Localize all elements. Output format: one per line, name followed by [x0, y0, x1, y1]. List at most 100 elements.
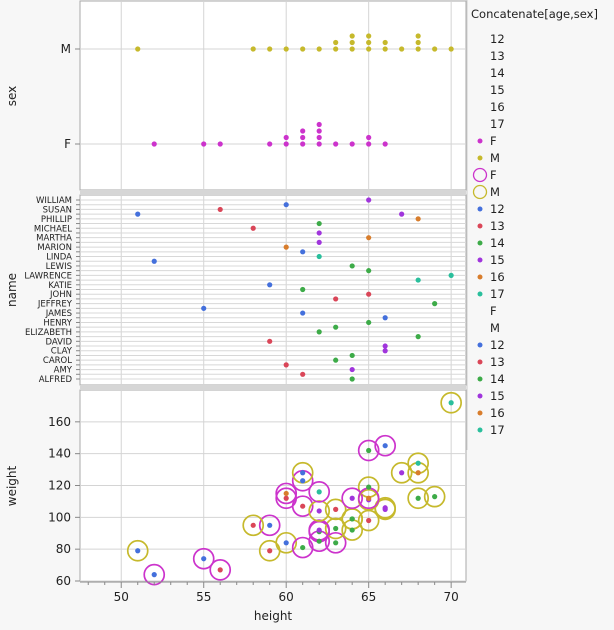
- legend-item-label: F: [490, 134, 497, 148]
- sex-point: [366, 134, 372, 141]
- sex-point: [135, 46, 141, 52]
- legend-item-label: 17: [490, 423, 505, 437]
- weight-point: [316, 527, 322, 533]
- y-axis-title-sex: sex: [5, 86, 19, 107]
- sex-point: [349, 33, 355, 39]
- sex-point: [382, 141, 388, 147]
- legend-dot-icon: [477, 342, 483, 348]
- sex-ring-marker: [440, 391, 463, 414]
- sex-point: [316, 128, 322, 134]
- legend-dot-icon: [477, 393, 483, 399]
- legend-ring-icon: [472, 167, 488, 183]
- legend-item-label: M: [490, 321, 500, 335]
- y-tick-label: 120: [48, 479, 71, 493]
- name-tick-label: AMY: [54, 366, 73, 376]
- weight-point: [333, 540, 339, 546]
- name-tick-label: JOHN: [49, 290, 72, 300]
- name-point: [366, 291, 372, 297]
- name-point: [366, 319, 372, 326]
- name-tick-label: KATIE: [48, 281, 72, 291]
- weight-point: [267, 548, 273, 554]
- weight-point: [349, 527, 355, 533]
- sex-point: [283, 141, 289, 147]
- sex-ring-marker: [407, 487, 430, 510]
- legend-item-label: 16: [490, 270, 505, 284]
- legend-item-label: 14: [490, 236, 505, 250]
- legend-item-label: 13: [490, 355, 505, 369]
- name-tick-label: DAVID: [45, 337, 72, 347]
- name-tick-label: JAMES: [45, 309, 72, 319]
- sex-ring-marker: [324, 531, 347, 554]
- sex-point: [415, 39, 421, 46]
- legend-dot-icon: [477, 410, 483, 416]
- sex-point: [267, 46, 273, 52]
- weight-point: [366, 484, 372, 490]
- name-point: [366, 197, 372, 203]
- y-tick-label: F: [64, 137, 71, 151]
- sex-point: [349, 141, 355, 147]
- name-tick-label: MARION: [37, 243, 72, 253]
- sex-point: [382, 46, 388, 52]
- name-point: [382, 348, 388, 354]
- sex-ring-marker: [324, 498, 347, 521]
- name-point: [349, 352, 355, 359]
- y-tick-label: 100: [48, 510, 71, 524]
- legend-item-label: 15: [490, 253, 505, 267]
- sex-point: [316, 134, 322, 141]
- legend-dot-icon: [477, 427, 483, 433]
- sex-point: [382, 39, 388, 46]
- sex-ring-marker: [275, 482, 298, 505]
- name-point: [300, 286, 306, 293]
- name-point: [300, 249, 306, 255]
- weight-point: [333, 506, 339, 512]
- sex-point: [300, 134, 306, 141]
- sex-point: [399, 46, 405, 52]
- sex-point: [201, 141, 207, 147]
- name-point: [316, 220, 322, 227]
- y-axis-title-weight: weight: [5, 465, 19, 506]
- name-point: [250, 225, 256, 231]
- legend-item-label: 14: [490, 66, 505, 80]
- name-point: [201, 305, 207, 311]
- name-point: [366, 235, 372, 241]
- name-tick-label: JEFFREY: [37, 300, 73, 310]
- name-point: [349, 366, 355, 373]
- weight-point: [415, 460, 421, 466]
- x-tick-label: 70: [444, 590, 459, 604]
- name-point: [135, 211, 141, 217]
- name-tick-label: MICHAEL: [34, 224, 72, 234]
- name-tick-label: LINDA: [46, 253, 72, 263]
- weight-point: [432, 494, 438, 500]
- weight-point: [316, 538, 322, 544]
- panel-separator: [80, 385, 466, 390]
- sex-point: [300, 141, 306, 147]
- y-tick-label: 160: [48, 415, 71, 429]
- weight-point: [448, 400, 454, 406]
- name-point: [349, 263, 355, 269]
- sex-point: [316, 121, 322, 128]
- weight-point: [300, 544, 306, 551]
- weight-point: [300, 503, 306, 509]
- name-point: [399, 211, 405, 217]
- legend-item-label: F: [490, 304, 497, 318]
- name-point: [415, 277, 421, 283]
- legend-item-label: 17: [490, 287, 505, 301]
- weight-point: [201, 556, 207, 562]
- name-point: [283, 244, 289, 250]
- name-point: [267, 282, 273, 288]
- name-point: [415, 216, 421, 222]
- sex-point: [316, 141, 322, 147]
- sex-ring-marker: [126, 539, 149, 562]
- legend-item-label: 13: [490, 49, 505, 63]
- legend-dot-icon: [477, 257, 483, 263]
- y-tick-label: 60: [56, 574, 71, 588]
- sex-ring-marker: [390, 461, 413, 484]
- name-point: [333, 357, 339, 363]
- weight-point: [366, 495, 372, 501]
- legend-dot-icon: [477, 223, 483, 229]
- sex-point: [448, 46, 454, 52]
- weight-point: [135, 548, 141, 554]
- name-point: [333, 296, 339, 302]
- weight-point: [283, 540, 289, 546]
